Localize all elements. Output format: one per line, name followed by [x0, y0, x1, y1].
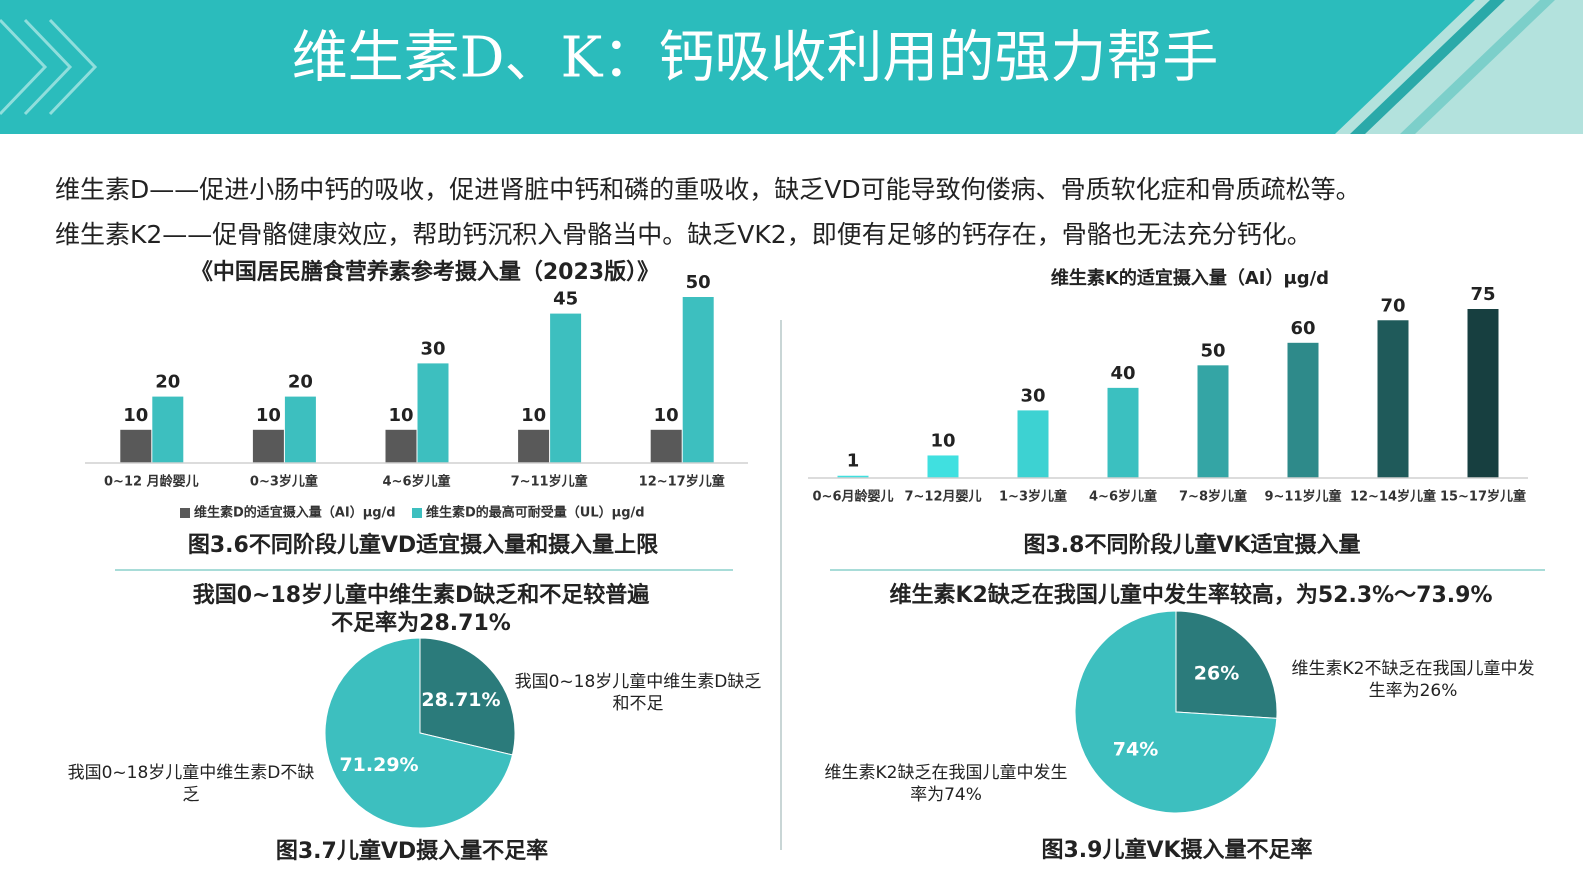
paragraph: 维生素K2——促骨骼健康效应，帮助钙沉积入骨骼当中。缺乏VK2，即便有足够的钙存… — [55, 220, 1312, 249]
x-tick-label: 12~17岁儿童 — [639, 474, 725, 490]
slice-label: 26% — [1194, 662, 1239, 684]
bar — [518, 429, 550, 463]
slice-name: 我国0~18岁儿童中维生素D不缺乏 — [67, 763, 315, 805]
data-label: 10 — [256, 405, 281, 426]
data-label: 20 — [155, 372, 180, 393]
bar — [650, 429, 682, 463]
data-label: 45 — [553, 289, 578, 310]
chart-title: 《中国居民膳食营养素参考摄入量（2023版）》 — [191, 259, 659, 285]
bar — [550, 313, 582, 463]
chevron — [23, 18, 73, 116]
x-tick-label: 15~17岁儿童 — [1440, 489, 1526, 505]
data-label: 10 — [521, 405, 546, 426]
x-tick-label: 7~12月婴儿 — [904, 489, 981, 505]
data-label: 10 — [930, 430, 955, 451]
chevron — [48, 18, 98, 116]
bar — [1287, 342, 1319, 478]
legend-swatch — [412, 508, 422, 518]
x-tick-label: 4~6岁儿童 — [1089, 489, 1157, 505]
x-tick-label: 7~11岁儿童 — [511, 474, 588, 490]
data-label: 10 — [654, 405, 679, 426]
data-label: 50 — [1200, 340, 1225, 361]
bar — [252, 429, 284, 463]
x-tick-label: 0~12 月龄婴儿 — [104, 474, 199, 490]
page-title: 维生素D、K：钙吸收利用的强力帮手 — [292, 26, 1219, 91]
paragraph: 维生素D——促进小肠中钙的吸收，促进肾脏中钙和磷的重吸收，缺乏VD可能导致佝偻病… — [55, 175, 1361, 204]
data-label: 30 — [420, 338, 445, 359]
data-label: 30 — [1020, 385, 1045, 406]
data-label: 1 — [847, 451, 860, 472]
chart-title: 维生素K2缺乏在我国儿童中发生率较高，为52.3%～73.9% — [889, 582, 1492, 608]
slice-name: 维生素K2缺乏在我国儿童中发生率为74% — [824, 763, 1068, 805]
data-label: 70 — [1380, 295, 1405, 316]
slice-label: 28.71% — [421, 689, 500, 711]
bar — [1467, 309, 1499, 478]
bar — [1197, 365, 1229, 478]
bar — [120, 429, 152, 463]
x-tick-label: 0~6月龄婴儿 — [813, 489, 894, 505]
data-label: 20 — [288, 372, 313, 393]
x-tick-label: 12~14岁儿童 — [1350, 489, 1436, 505]
pie-slice — [1074, 610, 1278, 814]
bar — [927, 455, 959, 478]
bar — [1107, 387, 1139, 478]
bar — [417, 363, 449, 463]
legend-label: 维生素D的适宜摄入量（AI）μg/d — [194, 505, 396, 521]
legend-label: 维生素D的最高可耐受量（UL）μg/d — [426, 505, 645, 521]
pie-slice — [324, 637, 514, 829]
chart-subtitle: 不足率为28.71% — [331, 610, 511, 636]
header-band — [0, 0, 1475, 134]
legend-swatch — [180, 508, 190, 518]
data-label: 10 — [123, 405, 148, 426]
caption: 图3.7儿童VD摄入量不足率 — [276, 838, 548, 864]
data-label: 60 — [1290, 318, 1315, 339]
header-stripe — [1350, 0, 1505, 134]
chart-title: 我国0~18岁儿童中维生素D缺乏和不足较普遍 — [193, 582, 651, 608]
x-tick-label: 0~3岁儿童 — [250, 474, 318, 490]
data-label: 75 — [1470, 284, 1495, 305]
data-label: 10 — [388, 405, 413, 426]
slice-label: 74% — [1113, 739, 1158, 761]
bar — [1017, 410, 1049, 478]
x-tick-label: 9~11岁儿童 — [1264, 489, 1341, 505]
caption: 图3.8不同阶段儿童VK适宜摄入量 — [1023, 532, 1360, 558]
bar — [1377, 320, 1409, 478]
bar — [385, 429, 417, 463]
data-label: 50 — [686, 272, 711, 293]
header-stripe — [1400, 0, 1555, 134]
data-label: 40 — [1110, 363, 1135, 384]
pie-slice — [419, 637, 516, 756]
slice-name: 维生素K2不缺乏在我国儿童中发生率为26% — [1291, 659, 1535, 701]
slice-label: 71.29% — [339, 754, 418, 776]
pie-slice — [1175, 610, 1278, 719]
x-tick-label: 1~3岁儿童 — [999, 489, 1067, 505]
x-tick-label: 4~6岁儿童 — [383, 474, 451, 490]
x-tick-label: 7~8岁儿童 — [1179, 489, 1247, 505]
chevron — [0, 18, 48, 116]
bar — [284, 396, 316, 463]
caption: 图3.6不同阶段儿童VD适宜摄入量和摄入量上限 — [188, 532, 658, 558]
caption: 图3.9儿童VK摄入量不足率 — [1041, 837, 1312, 863]
slice-name: 我国0~18岁儿童中维生素D缺乏和不足 — [514, 672, 762, 714]
chart-title: 维生素K的适宜摄入量（AI）μg/d — [1051, 267, 1329, 289]
bar — [837, 475, 869, 478]
bar — [152, 396, 184, 463]
bar — [682, 297, 714, 463]
